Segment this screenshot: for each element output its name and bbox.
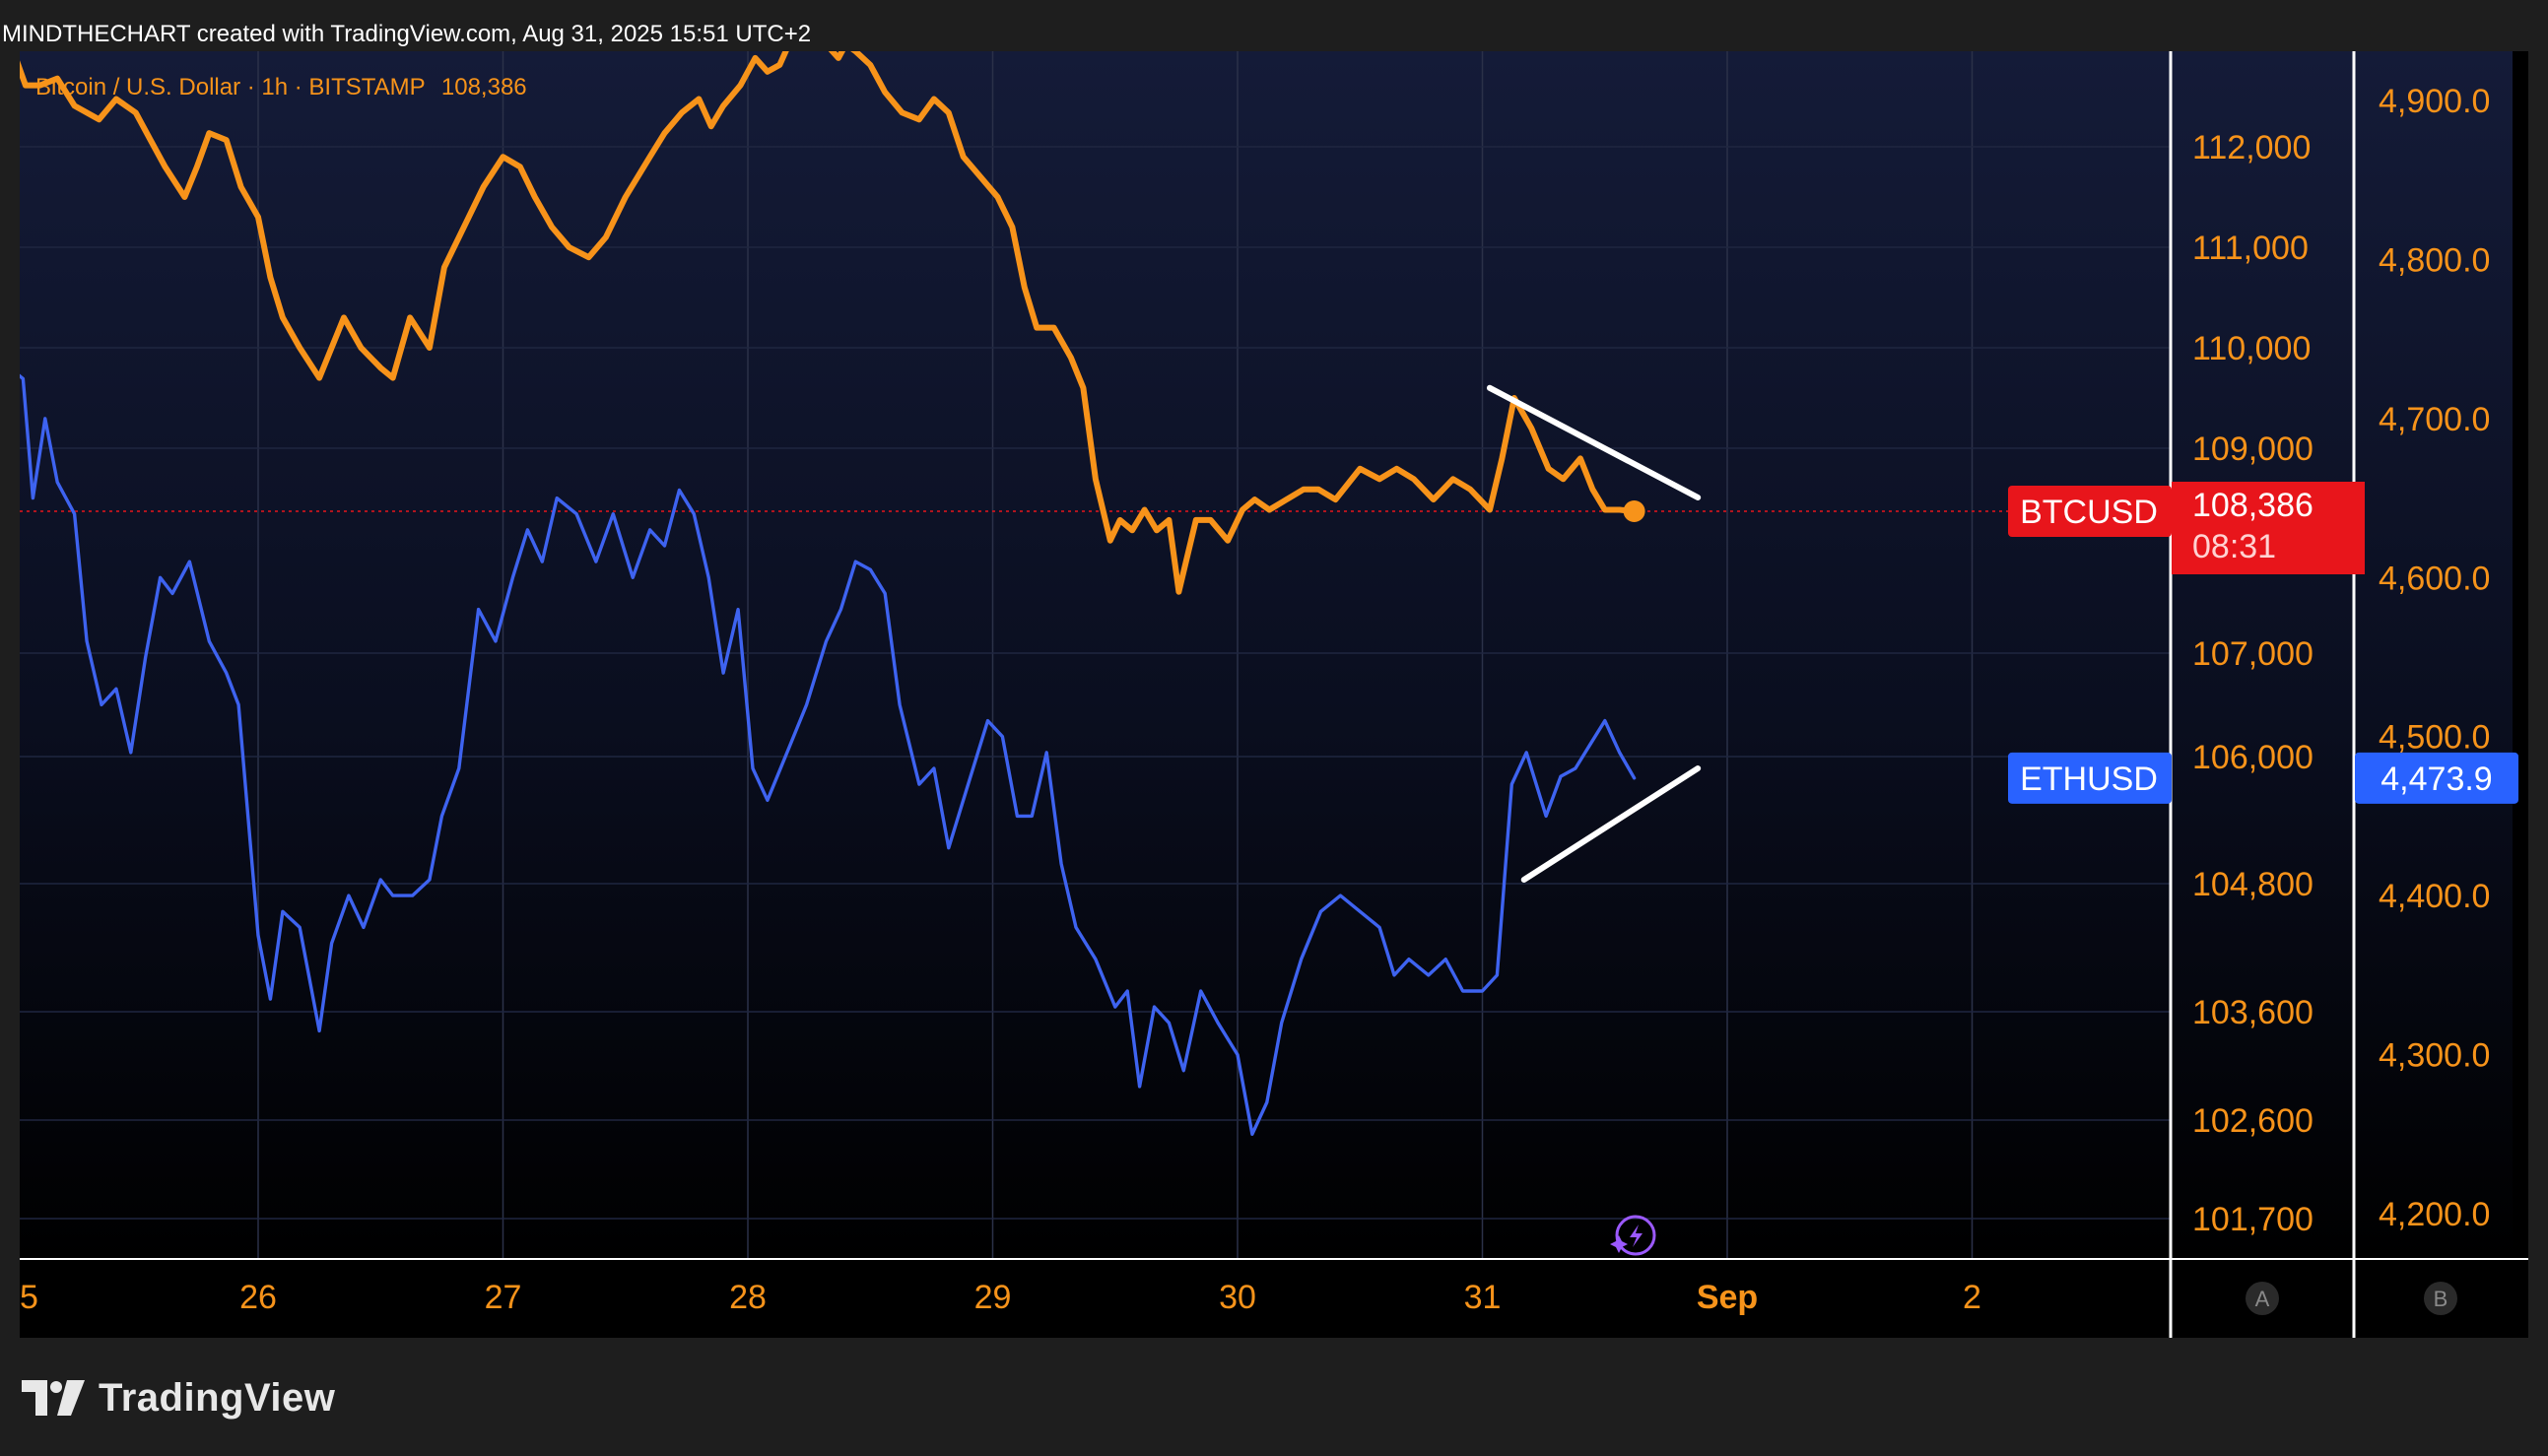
eth-series-label: ETHUSD 4,473.9 (2008, 752, 2518, 804)
btc-price-tag-value: 108,386 (2192, 487, 2313, 524)
lightning-icon[interactable] (1610, 1215, 1656, 1256)
time-axis-tick-label: 26 (239, 1279, 277, 1316)
time-axis-tick-label: 5 (20, 1279, 38, 1316)
series-line-ethusd[interactable] (20, 370, 1637, 1137)
legend-title: Bitcoin / U.S. Dollar · 1h · BITSTAMP 10… (35, 74, 527, 100)
header-caption: MINDTHECHART created with TradingView.co… (2, 21, 812, 47)
axis-a-tick-label: 109,000 (2192, 430, 2313, 468)
badge-b-label: B (2434, 1287, 2448, 1311)
axis-b-tick-label: 4,700.0 (2379, 401, 2490, 438)
btc-candle-countdown: 08:31 (2192, 528, 2276, 565)
axis-b-tick-label: 4,500.0 (2379, 719, 2490, 757)
axis-a-tick-label: 110,000 (2192, 330, 2311, 367)
trendline-ethusd[interactable] (1520, 765, 1702, 883)
btc-series-label: BTCUSD 108,386 08:31 (2008, 482, 2365, 574)
axis-a-tick-label: 102,600 (2192, 1102, 2313, 1140)
tradingview-mark-icon (22, 1380, 85, 1416)
axis-b-tick-label: 4,200.0 (2379, 1196, 2490, 1233)
time-axis-tick-label: 2 (1963, 1279, 1981, 1316)
trendline-btcusd[interactable] (1486, 384, 1702, 501)
axis-b-tick-label: 4,600.0 (2379, 560, 2490, 597)
axis-a-tick-label: 112,000 (2192, 129, 2311, 166)
axis-b-tick-label: 4,800.0 (2379, 241, 2490, 279)
time-axis-tick-label: 31 (1464, 1279, 1502, 1316)
time-axis-tick-label: Sep (1697, 1279, 1758, 1316)
axis-a-tick-label: 104,800 (2192, 866, 2313, 903)
time-axis-tick-label: 28 (729, 1279, 767, 1316)
axis-a-tick-label: 101,700 (2192, 1201, 2313, 1238)
axis-a-tick-label: 111,000 (2192, 230, 2309, 267)
legend-last-value: 108,386 (441, 74, 527, 100)
btc-last-point-marker (1623, 500, 1645, 522)
grid-lines (20, 51, 2171, 1259)
series-line-btcusd[interactable] (20, 51, 1638, 595)
axis-b-tick-label: 4,300.0 (2379, 1037, 2490, 1075)
plot-content (20, 51, 1702, 1137)
axis-b-tick-label: 4,900.0 (2379, 83, 2490, 120)
eth-series-tag-text: ETHUSD (2020, 761, 2158, 798)
price-chart[interactable]: Bitcoin / U.S. Dollar · 1h · BITSTAMP 10… (20, 51, 2528, 1338)
badge-a-label: A (2255, 1287, 2270, 1311)
btc-price-tag (2172, 482, 2365, 574)
btc-series-tag-text: BTCUSD (2020, 494, 2158, 531)
tradingview-wordmark: TradingView (99, 1375, 336, 1420)
eth-price-tag (2355, 752, 2518, 804)
tradingview-logo[interactable]: TradingView (22, 1371, 335, 1424)
time-axis[interactable]: 5 26 27 28 29 30 31 Sep 2 (20, 1279, 1981, 1316)
eth-price-tag-value: 4,473.9 (2380, 761, 2492, 798)
time-axis-tick-label: 29 (974, 1279, 1012, 1316)
badge-b[interactable]: B (2424, 1282, 2457, 1315)
eth-series-tag (2008, 752, 2172, 804)
axis-a-tick-label: 107,000 (2192, 635, 2313, 673)
badge-a[interactable]: A (2246, 1282, 2279, 1315)
price-axis-a[interactable]: 112,000 111,000 110,000 109,000 107,000 106,0… (2192, 129, 2313, 1238)
plot-area[interactable] (20, 51, 2513, 1259)
price-axis-b[interactable]: 4,900.0 4,800.0 4,700.0 4,600.0 4,500.0 4,400… (2379, 83, 2490, 1233)
btc-series-tag (2008, 486, 2172, 537)
axis-b-tick-label: 4,400.0 (2379, 878, 2490, 915)
axis-a-tick-label: 106,000 (2192, 739, 2313, 776)
axis-a-tick-label: 103,600 (2192, 994, 2313, 1031)
time-axis-tick-label: 30 (1219, 1279, 1256, 1316)
time-axis-tick-label: 27 (485, 1279, 522, 1316)
